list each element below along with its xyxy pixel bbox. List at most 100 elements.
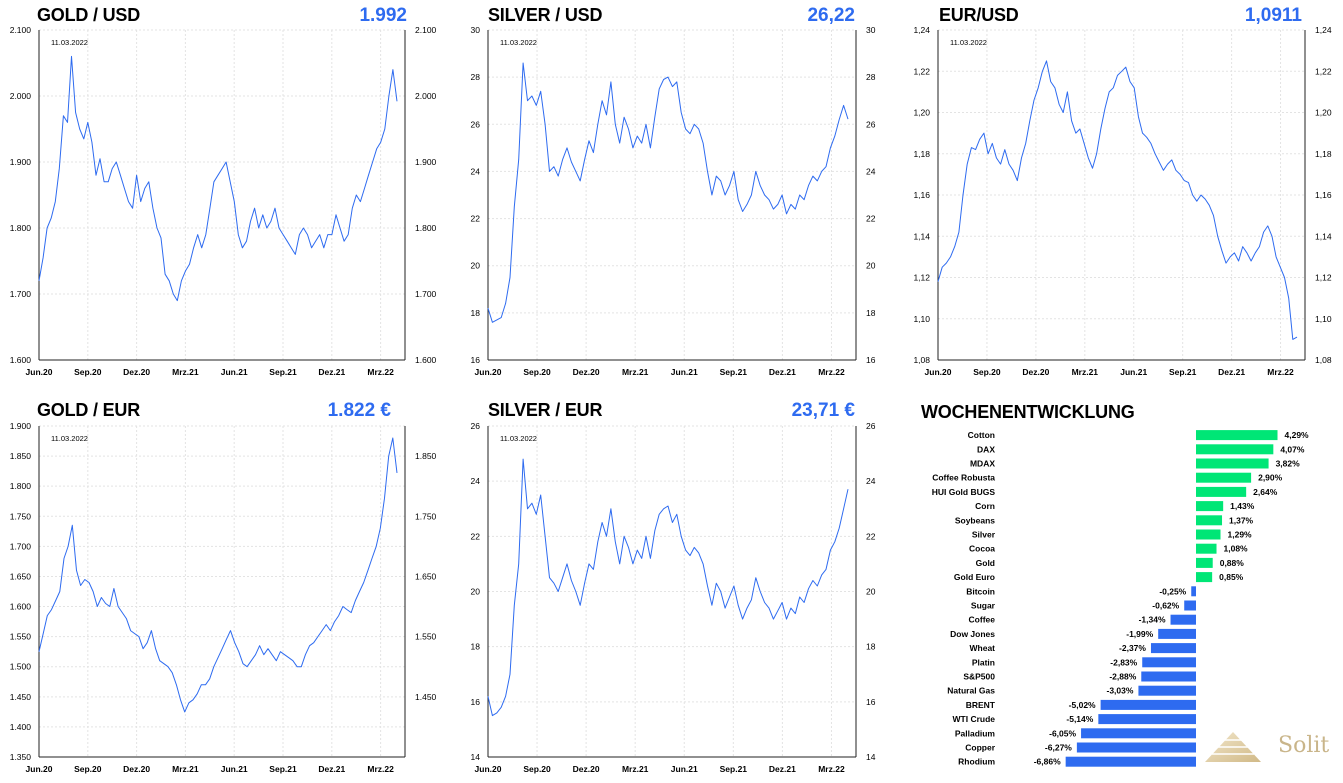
chart-gold-eur: 1.350 1.400 1.450 1.500 1.550 1.600 1.650 1.700… <box>10 421 437 774</box>
x-tick-label: Mrz.21 <box>622 367 649 377</box>
y-tick-label-right: 1.600 <box>415 355 437 365</box>
y-tick-label-right: 1,24 <box>1315 25 1332 35</box>
bar-value-label: 4,07% <box>1280 444 1305 454</box>
x-tick-label: Jun.20 <box>26 367 53 377</box>
chart-eur-usd: 1,08 1,10 1,12 1,14 1,16 1,18 1,20 1,22 1,24 1,08… <box>913 25 1332 377</box>
bar <box>1196 501 1224 512</box>
bar <box>1065 756 1196 767</box>
y-tick-label-right: 24 <box>866 476 876 486</box>
y-tick-label-right: 1,16 <box>1315 190 1332 200</box>
bar-value-label: -2,37% <box>1119 643 1146 653</box>
y-tick-label-left: 1.750 <box>10 511 32 521</box>
bar-category-label: MDAX <box>970 459 995 469</box>
x-tick-label: Sep.21 <box>269 764 297 774</box>
y-tick-label-right: 18 <box>866 642 876 652</box>
y-tick-label-right: 16 <box>866 355 876 365</box>
series-line <box>487 458 849 717</box>
y-tick-label-left: 1.900 <box>10 421 32 431</box>
bar <box>1196 486 1247 497</box>
y-tick-label-right: 20 <box>866 261 876 271</box>
y-tick-label-right: 1.700 <box>415 289 437 299</box>
bar-category-label: Palladium <box>955 728 996 738</box>
bar-value-label: 1,43% <box>1230 501 1255 511</box>
bar <box>1150 643 1196 654</box>
y-tick-label-left: 1,18 <box>913 149 930 159</box>
bar-value-label: -3,03% <box>1106 686 1133 696</box>
x-tick-label: Mrz.22 <box>367 367 394 377</box>
bar-value-label: -2,83% <box>1110 657 1137 667</box>
bar-value-label: -0,62% <box>1152 601 1179 611</box>
bar-category-label: Dow Jones <box>950 629 995 639</box>
y-tick-label-left: 1.500 <box>10 662 32 672</box>
y-tick-label-left: 1.850 <box>10 451 32 461</box>
x-tick-label: Sep.20 <box>523 764 551 774</box>
chart-date: 11.03.2022 <box>51 434 88 443</box>
y-tick-label-right: 1,20 <box>1315 108 1332 118</box>
chart-title: GOLD / EUR <box>37 400 141 420</box>
bar <box>1196 529 1221 540</box>
x-tick-label: Mrz.22 <box>818 367 845 377</box>
x-tick-label: Sep.21 <box>720 764 748 774</box>
x-tick-label: Dez.20 <box>573 764 600 774</box>
y-tick-label-left: 22 <box>471 531 481 541</box>
y-tick-label-left: 1.600 <box>10 602 32 612</box>
chart-silver-eur: 14 16 18 20 22 24 26 14 16 18 20 22 24 26 Jun.20 Sep.20… <box>471 421 876 774</box>
bar-category-label: Sugar <box>971 601 996 611</box>
y-tick-label-left: 1,24 <box>913 25 930 35</box>
y-tick-label-right: 2.100 <box>415 25 437 35</box>
x-tick-label: Sep.21 <box>1169 367 1197 377</box>
x-tick-label: Jun.20 <box>26 764 53 774</box>
chart-date: 11.03.2022 <box>500 38 537 47</box>
chart-wochenentwicklung: Cotton 4,29% DAX 4,07% MDAX 3,82% Coffee Robus… <box>932 430 1310 767</box>
bar-value-label: 1,37% <box>1229 515 1254 525</box>
panel-gold-usd: GOLD / USD 1.992 1.600 1.700 1.800 1.900 2.0… <box>0 0 450 390</box>
x-tick-label: Jun.21 <box>671 764 698 774</box>
bar <box>1196 430 1278 441</box>
y-tick-label-right: 18 <box>866 308 876 318</box>
x-tick-label: Sep.20 <box>973 367 1001 377</box>
chart-value: 26,22 <box>807 5 855 26</box>
bar <box>1138 685 1196 696</box>
x-tick-label: Dez.21 <box>1218 367 1245 377</box>
bar-category-label: Cocoa <box>969 544 995 554</box>
bar-value-label: 0,88% <box>1220 558 1245 568</box>
bar <box>1196 543 1217 554</box>
y-tick-label-right: 16 <box>866 697 876 707</box>
y-tick-label-right: 1,18 <box>1315 149 1332 159</box>
y-tick-label-left: 1.800 <box>10 223 32 233</box>
bar-category-label: WTI Crude <box>953 714 996 724</box>
bar-value-label: 4,29% <box>1285 430 1310 440</box>
panel-silver-eur: SILVER / EUR 23,71 € 14 16 18 20 22 24 26 14 16 1… <box>450 395 900 783</box>
y-tick-label-left: 1,08 <box>913 355 930 365</box>
y-tick-label-left: 1.600 <box>10 355 32 365</box>
y-tick-label-right: 28 <box>866 72 876 82</box>
chart-title: EUR/USD <box>939 5 1019 25</box>
bar-category-label: BRENT <box>966 700 996 710</box>
bar-category-label: Gold Euro <box>954 572 995 582</box>
bar-category-label: Platin <box>972 657 995 667</box>
y-tick-label-left: 16 <box>471 355 481 365</box>
y-tick-label-left: 1,10 <box>913 314 930 324</box>
y-tick-label-left: 24 <box>471 166 481 176</box>
bar-value-label: -6,27% <box>1045 743 1072 753</box>
bar-value-label: 0,85% <box>1219 572 1244 582</box>
bar <box>1196 472 1252 483</box>
bar-category-label: Natural Gas <box>947 686 995 696</box>
x-tick-label: Jun.21 <box>1120 367 1147 377</box>
bar-category-label: Wheat <box>970 643 996 653</box>
y-tick-label-left: 14 <box>471 752 481 762</box>
bar <box>1076 742 1196 753</box>
x-tick-label: Jun.21 <box>221 764 248 774</box>
y-tick-label-right: 26 <box>866 119 876 129</box>
y-tick-label-left: 18 <box>471 308 481 318</box>
y-tick-label-left: 1.400 <box>10 722 32 732</box>
series-line <box>487 62 849 323</box>
x-tick-label: Jun.21 <box>671 367 698 377</box>
x-tick-label: Dez.21 <box>769 367 796 377</box>
bar <box>1098 714 1196 725</box>
y-tick-label-left: 1.550 <box>10 632 32 642</box>
y-tick-label-right: 1,22 <box>1315 66 1332 76</box>
bar-category-label: Bitcoin <box>966 586 995 596</box>
x-tick-label: Jun.21 <box>221 367 248 377</box>
y-tick-label-right: 14 <box>866 752 876 762</box>
